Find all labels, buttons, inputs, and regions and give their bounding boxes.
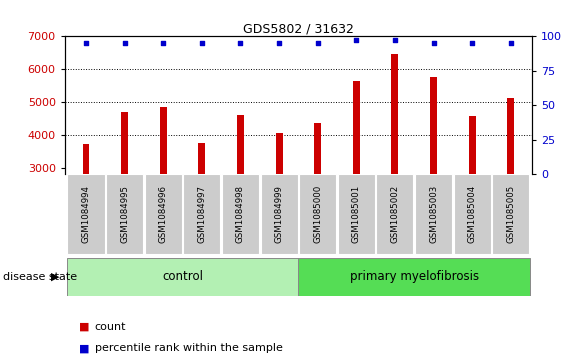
Point: [82, 40, 91, 46]
Bar: [68, 174, 105, 254]
Text: GSM1084994: GSM1084994: [82, 185, 91, 243]
Text: GSM1084997: GSM1084997: [198, 185, 207, 243]
Point: [198, 40, 207, 46]
Text: GSM1084996: GSM1084996: [159, 185, 168, 243]
Text: disease state: disease state: [3, 272, 77, 282]
Point: [159, 40, 168, 46]
Point: [352, 37, 361, 43]
Text: ■: ■: [79, 343, 90, 354]
Bar: [377, 174, 413, 254]
Text: ■: ■: [79, 322, 90, 332]
Text: ▶: ▶: [51, 272, 60, 282]
Bar: [276, 133, 283, 174]
Title: GDS5802 / 31632: GDS5802 / 31632: [243, 22, 354, 35]
Point: [429, 40, 438, 46]
Text: GSM1085001: GSM1085001: [352, 185, 361, 243]
Text: GSM1084999: GSM1084999: [275, 185, 284, 243]
Text: GSM1085005: GSM1085005: [506, 185, 515, 243]
Bar: [66, 258, 298, 296]
Bar: [121, 113, 128, 174]
Text: GSM1084995: GSM1084995: [120, 185, 129, 243]
Bar: [391, 54, 399, 174]
Bar: [469, 117, 476, 174]
Text: primary myelofibrosis: primary myelofibrosis: [350, 270, 479, 283]
Bar: [507, 98, 514, 174]
Text: GSM1085000: GSM1085000: [313, 185, 322, 243]
Bar: [338, 174, 375, 254]
Bar: [353, 81, 360, 174]
Point: [275, 40, 284, 46]
Bar: [430, 77, 437, 174]
Bar: [454, 174, 491, 254]
Bar: [261, 174, 298, 254]
Point: [120, 40, 129, 46]
Bar: [83, 144, 90, 174]
Bar: [198, 143, 205, 174]
Bar: [492, 174, 529, 254]
Bar: [298, 258, 530, 296]
Bar: [237, 115, 244, 174]
Point: [506, 40, 515, 46]
Text: GSM1084998: GSM1084998: [236, 185, 245, 243]
Text: GSM1085002: GSM1085002: [390, 185, 399, 243]
Point: [468, 40, 477, 46]
Bar: [299, 174, 336, 254]
Text: control: control: [162, 270, 203, 283]
Bar: [314, 123, 321, 174]
Text: GSM1085003: GSM1085003: [429, 185, 438, 243]
Bar: [160, 107, 167, 174]
Text: count: count: [95, 322, 126, 332]
Point: [313, 40, 322, 46]
Bar: [184, 174, 220, 254]
Text: GSM1085004: GSM1085004: [468, 185, 477, 243]
Point: [390, 37, 399, 43]
Point: [236, 40, 245, 46]
Text: percentile rank within the sample: percentile rank within the sample: [95, 343, 283, 354]
Bar: [415, 174, 452, 254]
Bar: [222, 174, 259, 254]
Bar: [145, 174, 182, 254]
Bar: [106, 174, 143, 254]
